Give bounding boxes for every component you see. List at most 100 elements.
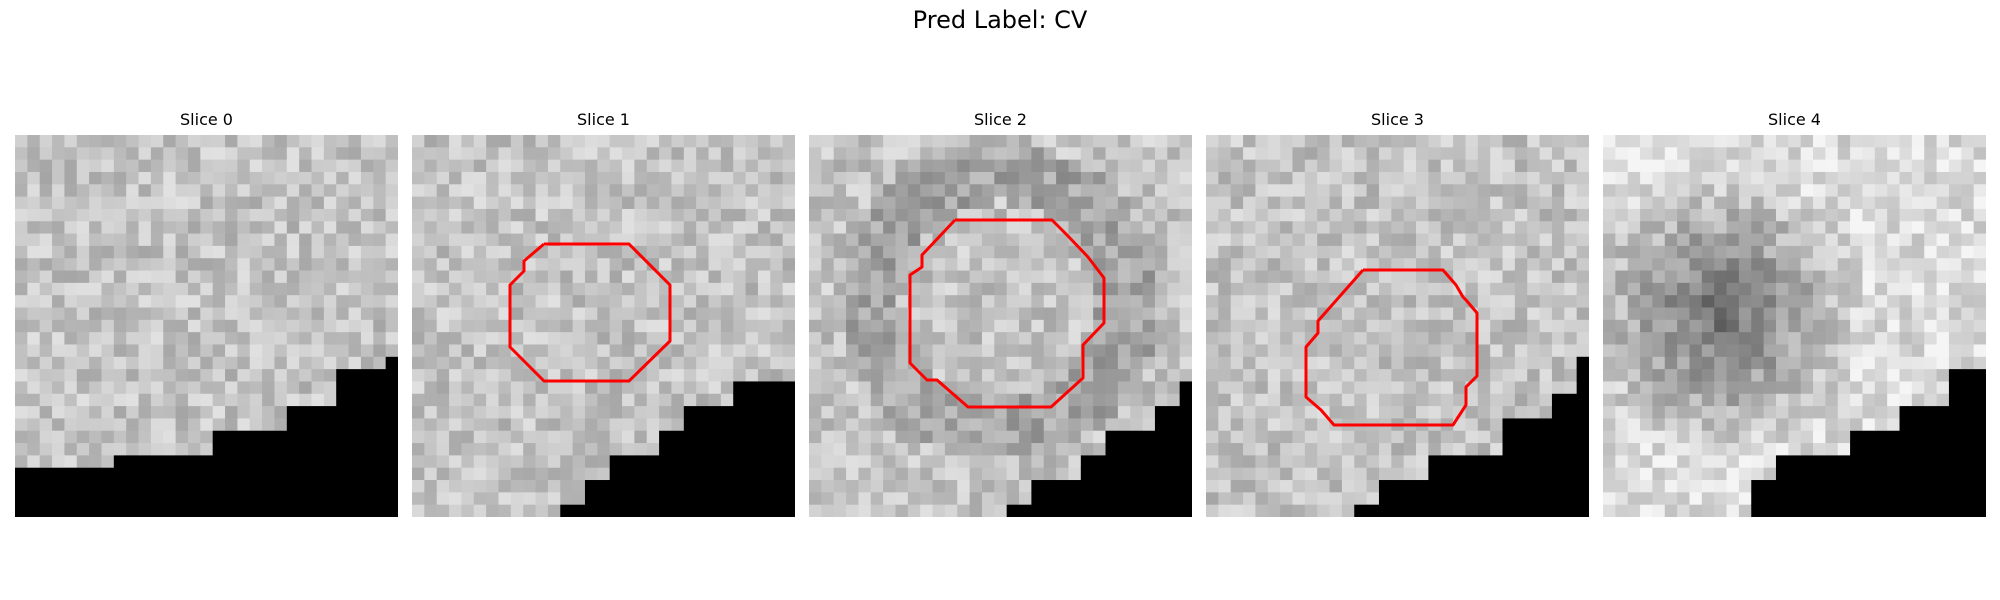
pixel-tile bbox=[175, 356, 189, 370]
pixel-tile bbox=[1837, 344, 1851, 358]
pixel-tile bbox=[1280, 295, 1294, 309]
mask-step bbox=[15, 504, 398, 517]
pixel-tile bbox=[473, 221, 487, 235]
pixel-tile bbox=[1911, 171, 1925, 185]
pixel-tile bbox=[1167, 208, 1181, 222]
pixel-tile bbox=[1142, 344, 1156, 358]
pixel-tile bbox=[1627, 492, 1641, 506]
pixel-tile bbox=[412, 332, 425, 346]
pixel-tile bbox=[424, 381, 438, 395]
pixel-tile bbox=[323, 196, 337, 210]
pixel-tile bbox=[1416, 332, 1429, 346]
pixel-tile bbox=[76, 233, 90, 247]
pixel-tile bbox=[883, 356, 897, 370]
pixel-tile bbox=[76, 307, 90, 321]
pixel-tile bbox=[348, 245, 362, 259]
mask-step bbox=[1105, 443, 1192, 456]
pixel-tile bbox=[274, 369, 288, 383]
pixel-tile bbox=[1800, 282, 1814, 296]
pixel-tile bbox=[360, 344, 374, 358]
pixel-tile bbox=[1080, 393, 1094, 407]
pixel-tile bbox=[1117, 184, 1131, 198]
pixel-tile bbox=[249, 233, 263, 247]
pixel-tile bbox=[1615, 295, 1629, 309]
pixel-tile bbox=[1105, 245, 1119, 259]
pixel-tile bbox=[1564, 295, 1578, 309]
pixel-tile bbox=[1539, 196, 1553, 210]
pixel-tile bbox=[1068, 467, 1082, 481]
pixel-tile bbox=[113, 332, 127, 346]
pixel-tile bbox=[76, 455, 90, 469]
pixel-tile bbox=[1788, 135, 1802, 148]
pixel-tile bbox=[858, 455, 872, 469]
pixel-tile bbox=[498, 159, 512, 173]
pixel-tile bbox=[671, 208, 685, 222]
pixel-tile bbox=[957, 381, 971, 395]
pixel-tile bbox=[385, 344, 398, 358]
pixel-tile bbox=[249, 159, 263, 173]
pixel-tile bbox=[1973, 233, 1986, 247]
pixel-tile bbox=[920, 430, 934, 444]
pixel-tile bbox=[1850, 233, 1864, 247]
pixel-tile bbox=[634, 332, 648, 346]
pixel-tile bbox=[1280, 430, 1294, 444]
pixel-tile bbox=[1837, 147, 1851, 161]
pixel-tile bbox=[1874, 332, 1888, 346]
pixel-tile bbox=[1142, 171, 1156, 185]
pixel-tile bbox=[1056, 196, 1070, 210]
pixel-tile bbox=[932, 344, 946, 358]
pixel-tile bbox=[1317, 245, 1331, 259]
pixel-tile bbox=[1416, 147, 1429, 161]
pixel-tile bbox=[150, 245, 164, 259]
pixel-tile bbox=[523, 270, 537, 284]
pixel-tile bbox=[1428, 406, 1442, 420]
pixel-tile bbox=[39, 319, 53, 333]
pixel-tile bbox=[858, 307, 872, 321]
pixel-tile bbox=[944, 430, 958, 444]
pixel-tile bbox=[1080, 159, 1094, 173]
pixel-tile bbox=[1551, 196, 1565, 210]
pixel-tile bbox=[1874, 319, 1888, 333]
pixel-tile bbox=[1603, 492, 1616, 506]
pixel-tile bbox=[412, 196, 425, 210]
pixel-tile bbox=[1329, 258, 1343, 272]
pixel-tile bbox=[1763, 171, 1777, 185]
pixel-tile bbox=[1154, 381, 1168, 395]
pixel-tile bbox=[1019, 196, 1032, 210]
pixel-tile bbox=[895, 381, 909, 395]
pixel-tile bbox=[1640, 393, 1654, 407]
pixel-tile bbox=[1218, 406, 1232, 420]
pixel-tile bbox=[163, 221, 177, 235]
pixel-tile bbox=[1440, 258, 1454, 272]
pixel-tile bbox=[1961, 196, 1975, 210]
pixel-tile bbox=[1093, 208, 1107, 222]
pixel-tile bbox=[994, 455, 1008, 469]
pixel-tile bbox=[547, 393, 561, 407]
pixel-tile bbox=[1615, 208, 1629, 222]
pixel-tile bbox=[1738, 135, 1752, 148]
pixel-tile bbox=[113, 393, 127, 407]
pixel-tile bbox=[150, 147, 164, 161]
pixel-tile bbox=[1850, 221, 1864, 235]
pixel-tile bbox=[858, 480, 872, 493]
pixel-tile bbox=[883, 467, 897, 481]
pixel-tile bbox=[1825, 319, 1839, 333]
pixel-tile bbox=[1317, 492, 1331, 506]
pixel-tile bbox=[535, 196, 549, 210]
pixel-tile bbox=[659, 147, 673, 161]
pixel-tile bbox=[733, 221, 747, 235]
pixel-tile bbox=[1354, 245, 1368, 259]
pixel-tile bbox=[671, 171, 685, 185]
pixel-tile bbox=[1341, 393, 1355, 407]
pixel-tile bbox=[1763, 307, 1777, 321]
slice-image bbox=[1603, 135, 1986, 517]
pixel-tile bbox=[1292, 208, 1306, 222]
pixel-tile bbox=[708, 344, 722, 358]
pixel-tile bbox=[163, 369, 177, 383]
pixel-tile bbox=[957, 492, 971, 506]
pixel-tile bbox=[1206, 480, 1219, 493]
pixel-tile bbox=[1640, 233, 1654, 247]
pixel-tile bbox=[436, 295, 450, 309]
pixel-tile bbox=[1255, 208, 1269, 222]
pixel-tile bbox=[622, 295, 635, 309]
